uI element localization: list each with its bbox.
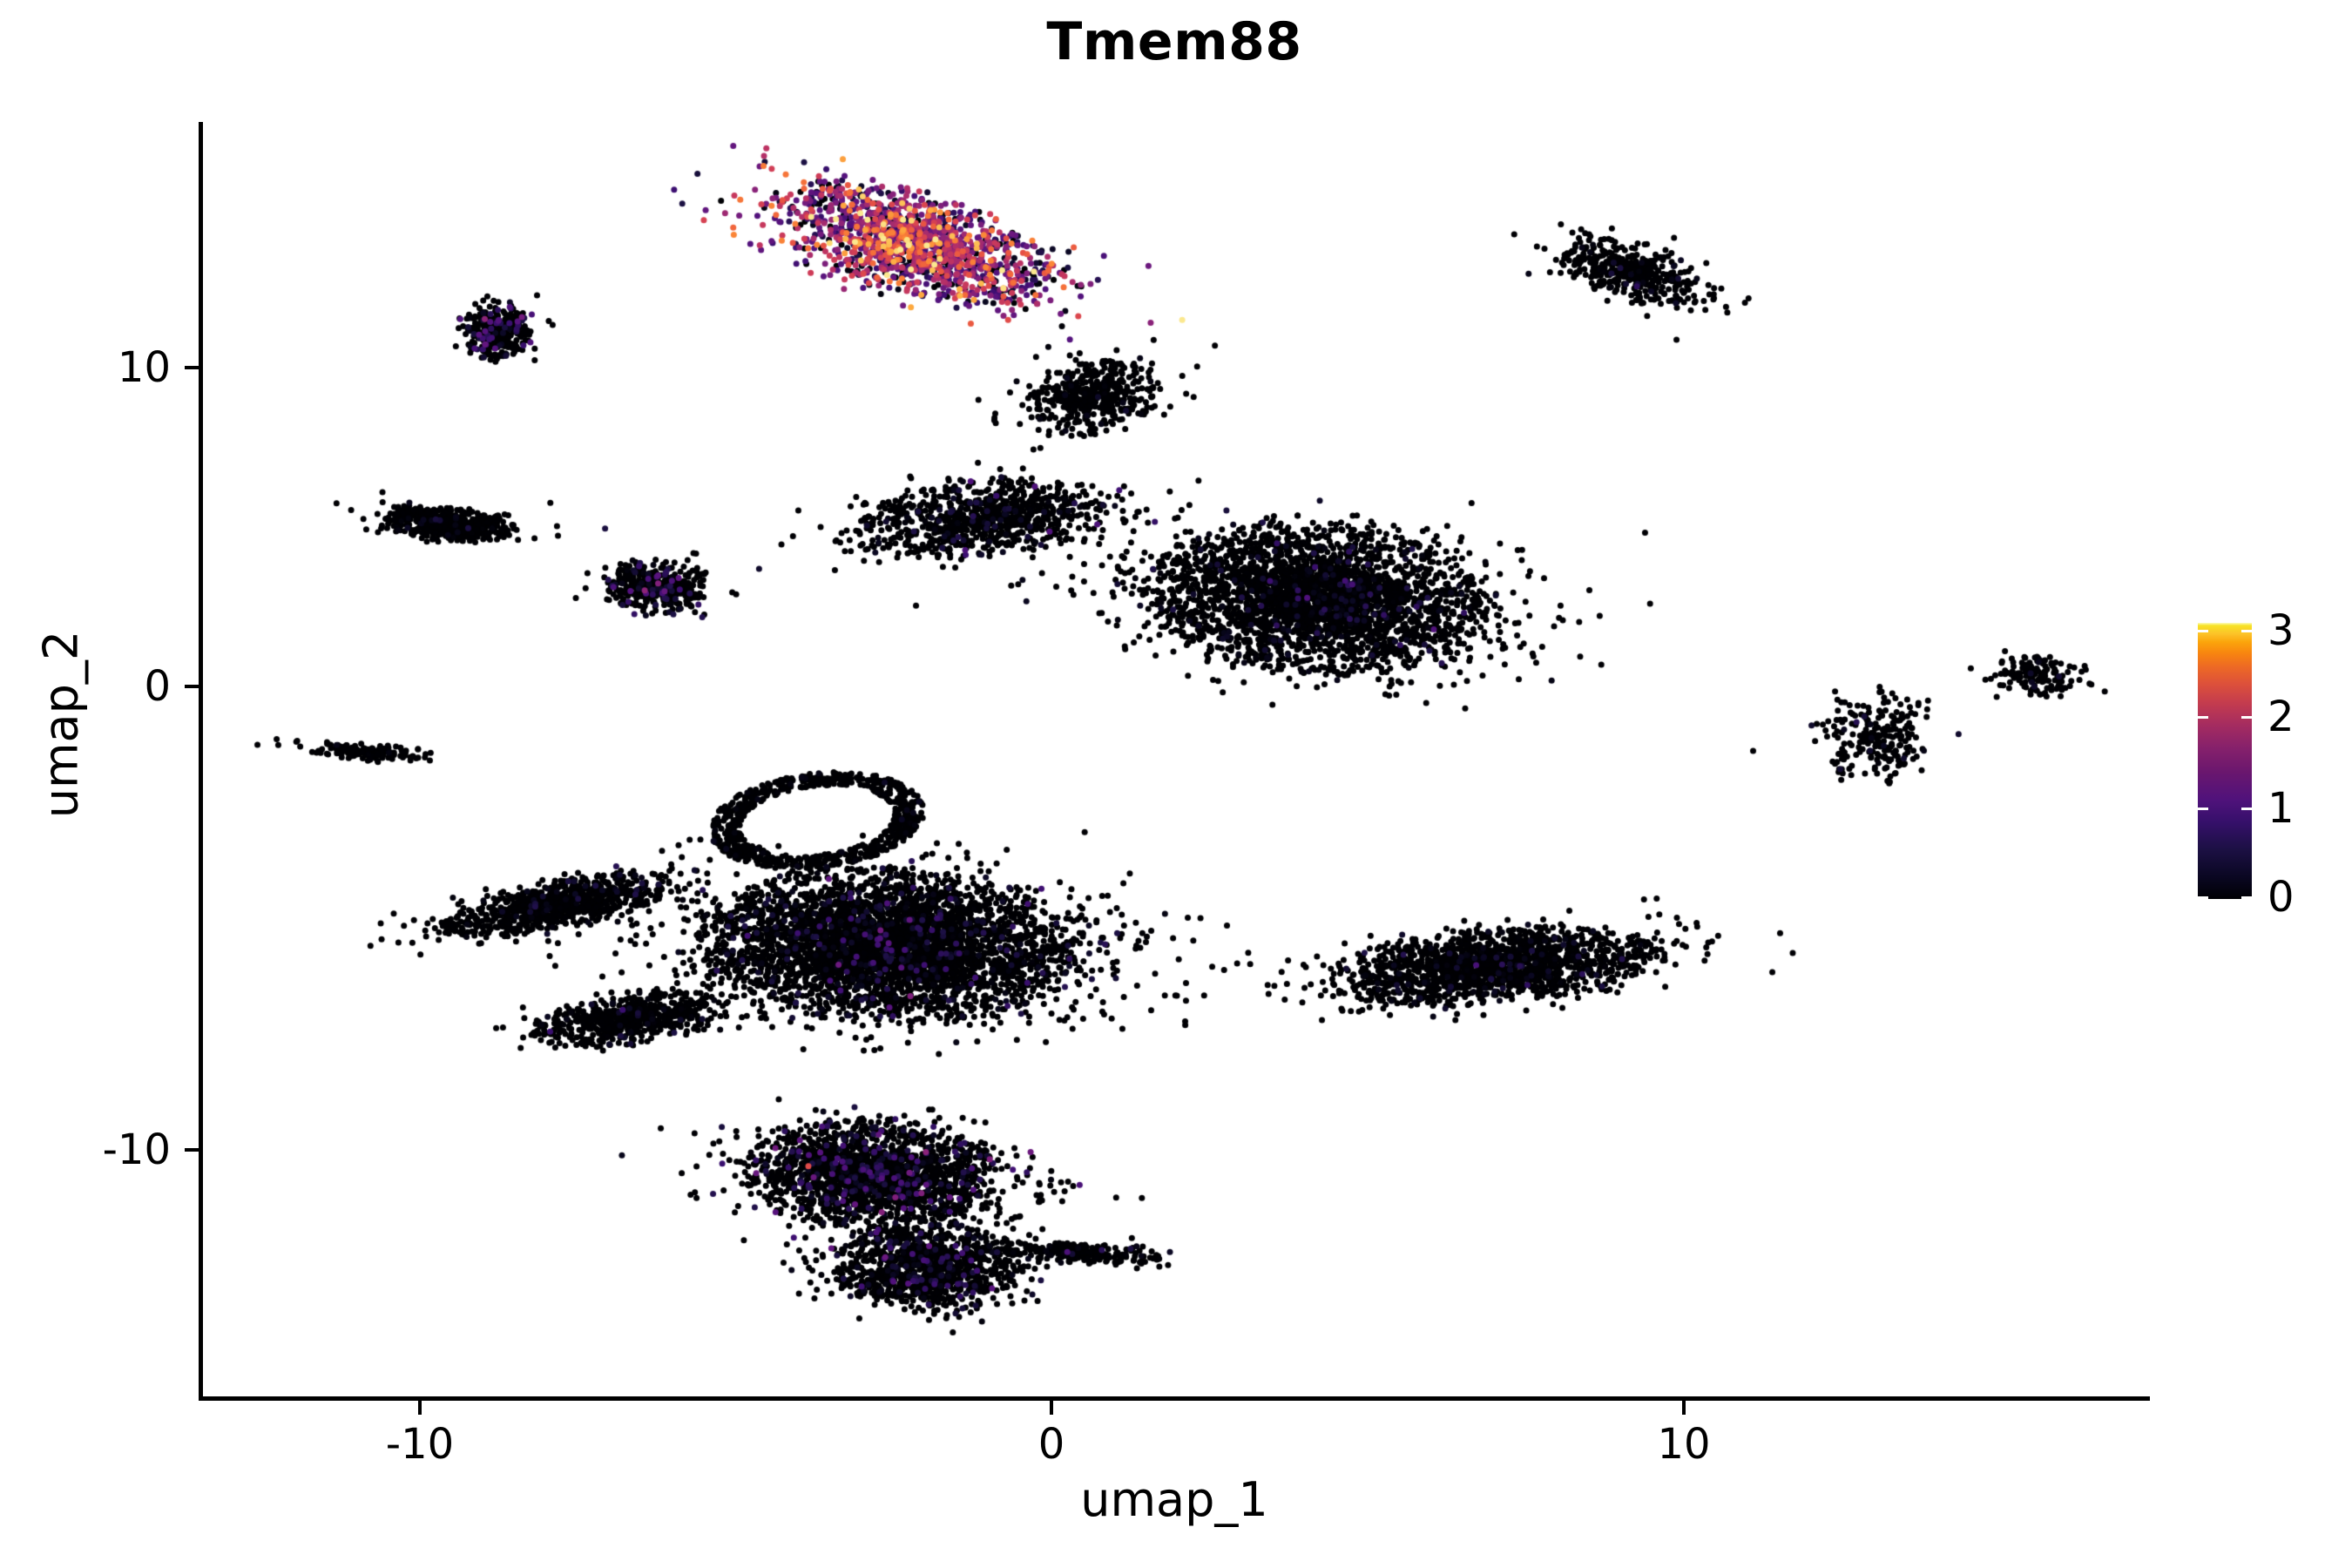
colorbar: 3 2 1 0 [2198, 606, 2337, 922]
x-tick-label: 0 [1037, 1420, 1065, 1469]
x-tick-mark [418, 1401, 422, 1415]
y-axis-label: umap_2 [33, 630, 89, 819]
colorbar-tick-label: 2 [2268, 693, 2295, 741]
x-tick-mark [1682, 1401, 1686, 1415]
y-tick-label: 10 [117, 343, 171, 392]
page-title: Tmem88 [1046, 11, 1302, 72]
colorbar-tick-mark [2198, 630, 2208, 632]
x-tick-label: -10 [385, 1420, 455, 1469]
scatter-plot-canvas [199, 122, 2150, 1398]
colorbar-gradient [2198, 623, 2252, 899]
y-tick-mark [185, 685, 199, 688]
x-tick-mark [1050, 1401, 1053, 1415]
colorbar-tick-mark [2241, 716, 2252, 719]
y-tick-label: -10 [102, 1125, 171, 1174]
y-tick-mark [185, 366, 199, 369]
x-axis-label: umap_1 [1080, 1472, 1268, 1527]
colorbar-tick-mark [2241, 896, 2252, 899]
colorbar-tick-label: 1 [2268, 784, 2295, 833]
colorbar-tick-mark [2198, 716, 2208, 719]
x-tick-label: 10 [1657, 1420, 1711, 1469]
colorbar-tick-mark [2198, 808, 2208, 810]
colorbar-tick-mark [2198, 896, 2208, 899]
y-tick-mark [185, 1148, 199, 1152]
colorbar-tick-mark [2241, 630, 2252, 632]
colorbar-tick-label: 3 [2268, 606, 2295, 655]
y-tick-label: 0 [144, 662, 171, 711]
colorbar-tick-mark [2241, 808, 2252, 810]
colorbar-tick-label: 0 [2268, 873, 2295, 922]
x-axis-spine [199, 1396, 2150, 1401]
